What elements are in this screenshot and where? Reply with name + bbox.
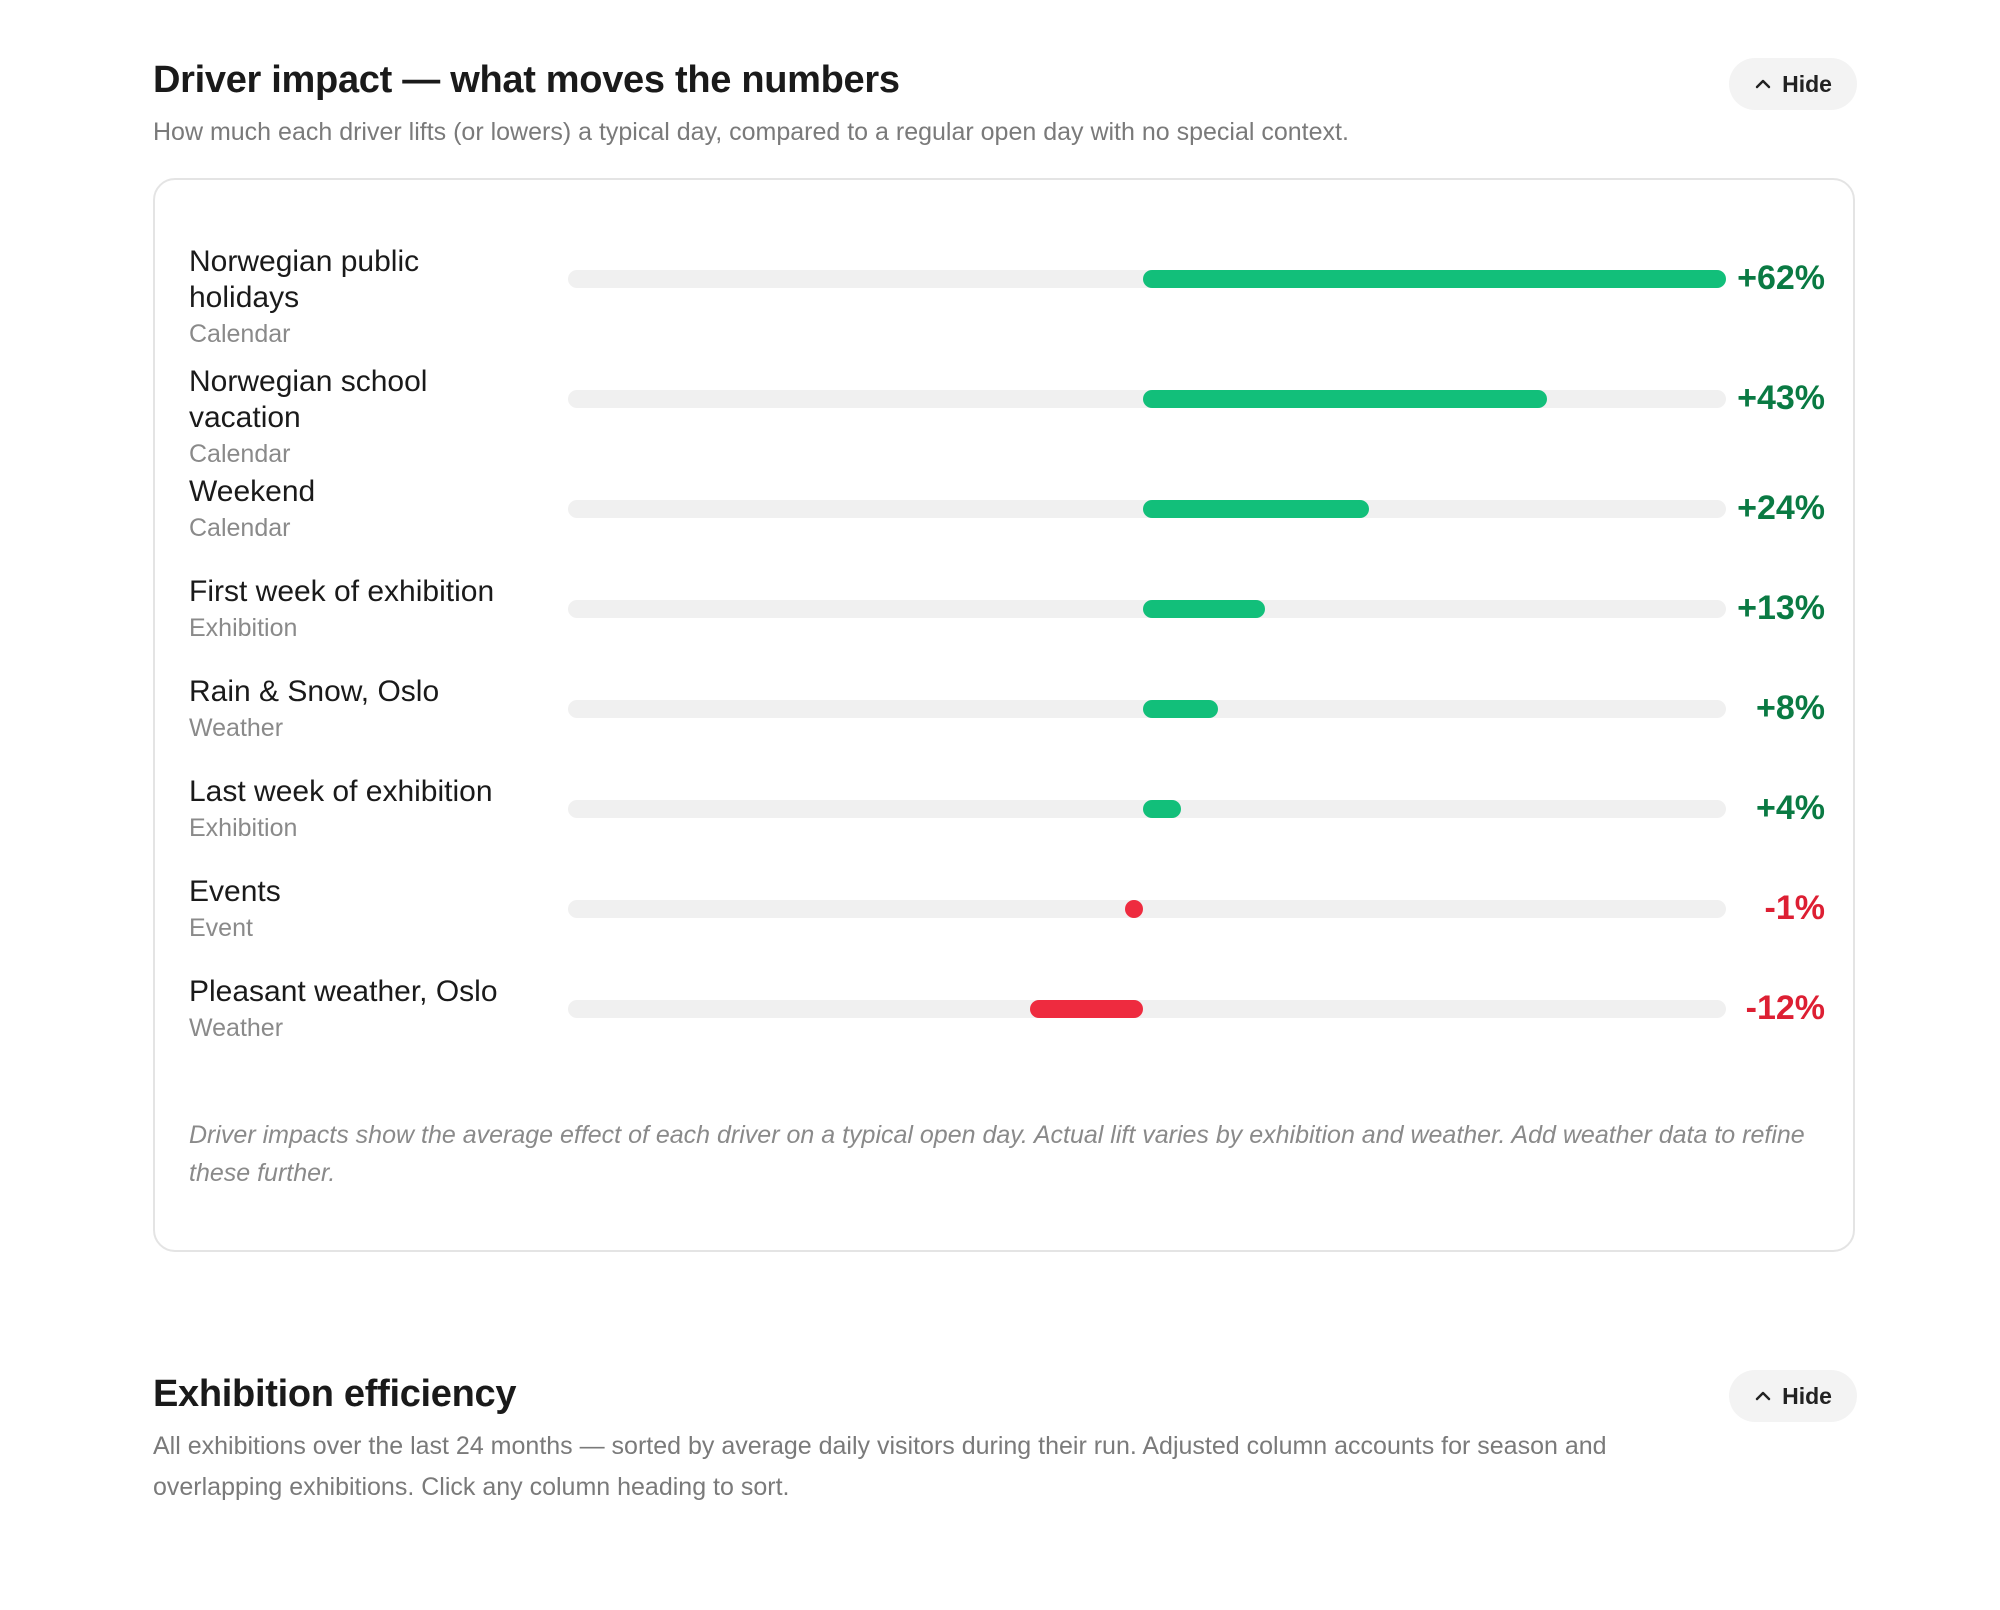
- exhibition-efficiency-description: All exhibitions over the last 24 months …: [153, 1432, 1607, 1501]
- driver-label: Weekend Calendar: [189, 474, 529, 544]
- driver-bar: [1143, 600, 1266, 618]
- driver-row: Weekend Calendar +24%: [189, 474, 1825, 544]
- driver-value-label: +43%: [1737, 379, 1825, 417]
- driver-value-label: +8%: [1756, 689, 1825, 727]
- driver-label: Rain & Snow, Oslo Weather: [189, 674, 529, 744]
- driver-bar-track: [568, 1000, 1726, 1018]
- driver-value-label: +13%: [1737, 589, 1825, 627]
- driver-category: Weather: [189, 1014, 284, 1042]
- driver-name: Pleasant weather, Oslo: [189, 975, 498, 1008]
- driver-category: Exhibition: [189, 814, 298, 842]
- driver-row: First week of exhibition Exhibition +13%: [189, 574, 1825, 644]
- driver-category: Event: [189, 914, 253, 942]
- chevron-up-icon: [1755, 1391, 1771, 1401]
- driver-bar-track: [568, 500, 1726, 518]
- driver-impact-hide-button[interactable]: Hide: [1729, 58, 1857, 110]
- driver-bar-track: [568, 700, 1726, 718]
- driver-row: Norwegian school vacation Calendar +43%: [189, 364, 1825, 468]
- driver-row: Events Event -1%: [189, 874, 1825, 944]
- driver-row: Last week of exhibition Exhibition +4%: [189, 774, 1825, 844]
- driver-name: Events: [189, 875, 281, 908]
- driver-bar: [1143, 390, 1548, 408]
- driver-impact-description: How much each driver lifts (or lowers) a…: [153, 118, 1349, 146]
- driver-category: Calendar: [189, 440, 291, 468]
- chevron-up-icon: [1755, 79, 1771, 89]
- driver-bar-track: [568, 600, 1726, 618]
- driver-bar-track: [568, 270, 1726, 288]
- driver-name: Rain & Snow, Oslo: [189, 675, 440, 708]
- driver-impact-section: Driver impact — what moves the numbers H…: [153, 52, 1857, 153]
- driver-value-label: +4%: [1756, 789, 1825, 827]
- driver-name: Last week of exhibition: [189, 775, 493, 808]
- driver-row: Rain & Snow, Oslo Weather +8%: [189, 674, 1825, 744]
- driver-name: Norwegian school vacation: [189, 365, 428, 434]
- exhibition-efficiency-section: Exhibition efficiency All exhibitions ov…: [153, 1366, 1857, 1508]
- driver-row: Pleasant weather, Oslo Weather -12%: [189, 974, 1825, 1044]
- driver-impact-footnote: Driver impacts show the average effect o…: [189, 1121, 1805, 1187]
- driver-bar-track: [568, 900, 1726, 918]
- exhibition-efficiency-title: Exhibition efficiency: [153, 1373, 517, 1415]
- driver-name: Norwegian public holidays: [189, 245, 420, 314]
- driver-bar-track: [568, 390, 1726, 408]
- hide-label: Hide: [1782, 70, 1832, 97]
- driver-bar: [1143, 800, 1181, 818]
- driver-label: Pleasant weather, Oslo Weather: [189, 974, 529, 1044]
- exhibition-efficiency-hide-button[interactable]: Hide: [1729, 1370, 1857, 1422]
- driver-value-label: +24%: [1737, 489, 1825, 527]
- driver-row: Norwegian public holidays Calendar +62%: [189, 244, 1825, 348]
- driver-label: First week of exhibition Exhibition: [189, 574, 529, 644]
- driver-category: Calendar: [189, 320, 291, 348]
- driver-label: Norwegian public holidays Calendar: [189, 244, 529, 350]
- driver-label: Norwegian school vacation Calendar: [189, 364, 529, 470]
- driver-category: Exhibition: [189, 614, 298, 642]
- driver-bar: [1143, 700, 1219, 718]
- driver-name: Weekend: [189, 475, 316, 508]
- driver-category: Weather: [189, 714, 284, 742]
- driver-name: First week of exhibition: [189, 575, 495, 608]
- hide-label: Hide: [1782, 1382, 1832, 1409]
- driver-bar: [1143, 270, 1726, 288]
- driver-value-label: -1%: [1764, 889, 1825, 927]
- driver-impact-card: Norwegian public holidays Calendar +62% Nor…: [153, 178, 1855, 1252]
- driver-bar: [1030, 1000, 1143, 1018]
- driver-value-label: -12%: [1745, 989, 1825, 1027]
- driver-value-label: +62%: [1737, 259, 1825, 297]
- driver-bar: [1143, 500, 1369, 518]
- driver-bar: [1125, 900, 1143, 918]
- driver-impact-title: Driver impact — what moves the numbers: [153, 59, 900, 101]
- driver-label: Last week of exhibition Exhibition: [189, 774, 529, 844]
- driver-label: Events Event: [189, 874, 529, 944]
- driver-bar-track: [568, 800, 1726, 818]
- driver-category: Calendar: [189, 514, 291, 542]
